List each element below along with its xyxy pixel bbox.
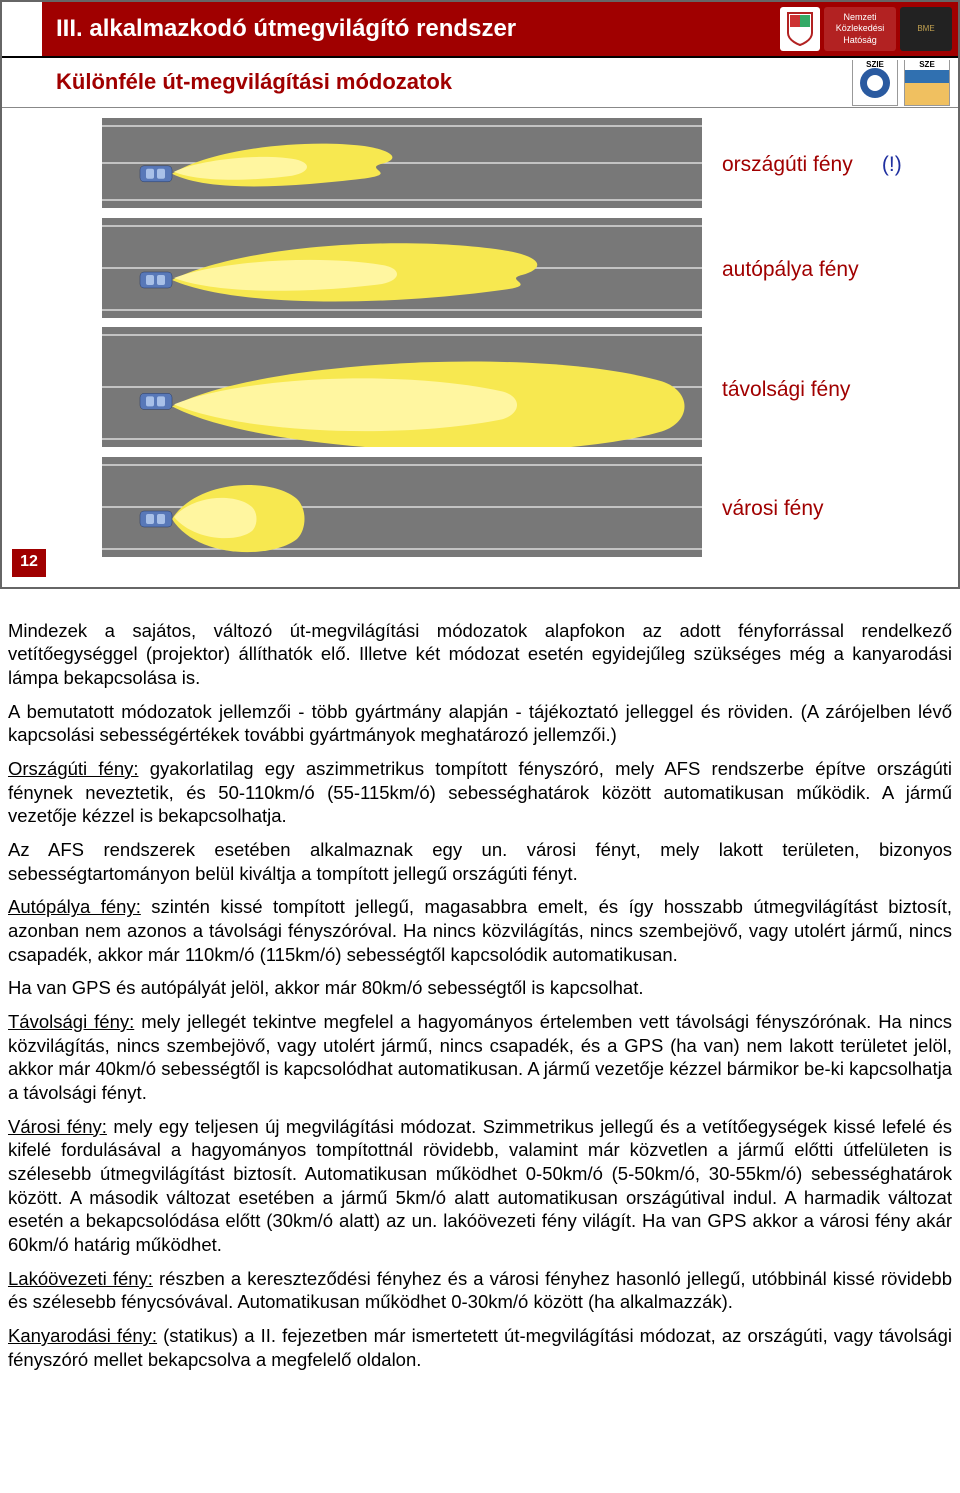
coat-of-arms-icon (780, 7, 820, 51)
beam-note: (!) (853, 153, 902, 176)
slide-header: III. alkalmazkodó útmegvilágító rendszer… (2, 2, 958, 58)
beam-row: autópálya fény (102, 218, 918, 324)
beam-diagram-town (102, 457, 702, 563)
beam-row: városi fény (102, 457, 918, 563)
paragraph: Ha van GPS és autópályát jelöl, akkor má… (8, 976, 952, 1000)
mini-logos: SZIE SZE (852, 60, 958, 106)
paragraph: Autópálya fény: szintén kissé tompított … (8, 895, 952, 966)
body-text: Mindezek a sajátos, változó út-megvilágí… (0, 589, 960, 1398)
slide-subheader: Különféle út-megvilágítási módozatok SZI… (2, 58, 958, 108)
paragraph: Távolsági fény: mely jellegét tekintve m… (8, 1010, 952, 1105)
beam-row: távolsági fény (102, 327, 918, 453)
paragraph: A bemutatott módozatok jellemzői - több … (8, 700, 952, 747)
slide-container: III. alkalmazkodó útmegvilágító rendszer… (0, 0, 960, 589)
term-motorway-light: Autópálya fény: (8, 896, 141, 917)
header-logos: Nemzeti Közlekedési Hatóság BME (774, 2, 958, 56)
bme-logo: BME (900, 7, 952, 51)
term-cornering-light: Kanyarodási fény: (8, 1325, 157, 1346)
paragraph: Lakóövezeti fény: részben a kereszteződé… (8, 1267, 952, 1314)
beam-label: városi fény (722, 496, 918, 523)
term-highbeam: Távolsági fény: (8, 1011, 134, 1032)
sze-logo-icon: SZE (904, 60, 950, 106)
paragraph: Városi fény: mely egy teljesen új megvil… (8, 1115, 952, 1257)
beam-diagrams: országúti fény (!) autópálya fény távolság… (2, 108, 958, 587)
header-spacer (2, 2, 42, 56)
paragraph: Az AFS rendszerek esetében alkalmaznak e… (8, 838, 952, 885)
slide-number: 12 (12, 549, 46, 577)
nkh-logo: Nemzeti Közlekedési Hatóság (824, 7, 896, 51)
paragraph: Mindezek a sajátos, változó út-megvilágí… (8, 619, 952, 690)
paragraph: Országúti fény: gyakorlatilag egy aszimm… (8, 757, 952, 828)
slide-title: III. alkalmazkodó útmegvilágító rendszer (42, 2, 774, 56)
slide-subtitle: Különféle út-megvilágítási módozatok (42, 68, 852, 96)
term-country-light: Országúti fény: (8, 758, 139, 779)
beam-diagram-country (102, 118, 702, 214)
beam-diagram-motorway (102, 218, 702, 324)
term-town-light: Városi fény: (8, 1116, 107, 1137)
szie-logo-icon: SZIE (852, 60, 898, 106)
term-residential-light: Lakóövezeti fény: (8, 1268, 153, 1289)
beam-label: autópálya fény (722, 257, 918, 284)
beam-label: országúti fény (!) (722, 152, 918, 179)
beam-label: távolsági fény (722, 377, 918, 404)
beam-row: országúti fény (!) (102, 118, 918, 214)
beam-diagram-highbeam (102, 327, 702, 453)
paragraph: Kanyarodási fény: (statikus) a II. fejez… (8, 1324, 952, 1371)
